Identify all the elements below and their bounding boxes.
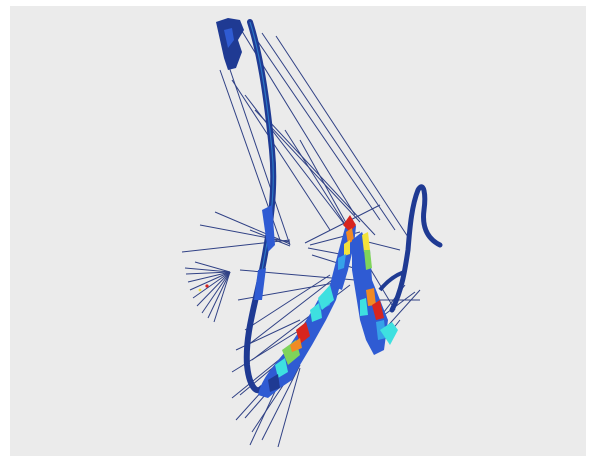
right-cluster bbox=[352, 184, 443, 355]
central-ridge bbox=[318, 215, 356, 310]
lower-blob bbox=[258, 278, 342, 398]
fan-marker bbox=[198, 284, 209, 292]
tube-structure-left bbox=[216, 18, 277, 394]
ray-lines bbox=[181, 27, 421, 448]
plot-area bbox=[10, 6, 586, 456]
